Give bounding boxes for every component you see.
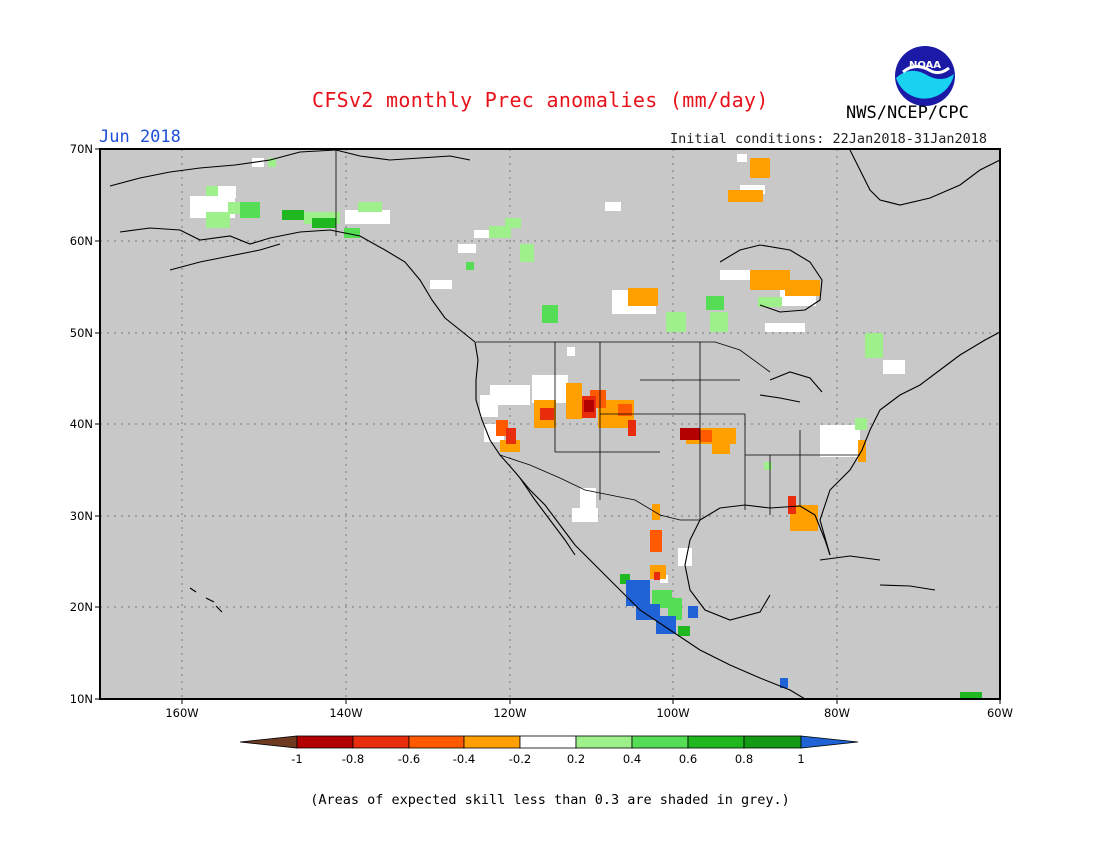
- colorbar-swatch-2: [352, 735, 410, 749]
- colorbar-swatch-7: [631, 735, 689, 749]
- map-gridlines: [100, 149, 1000, 699]
- lon-label-100w: 100W: [656, 706, 689, 720]
- colorbar-swatch-9: [743, 735, 802, 749]
- colorbar-tick-6: 0.4: [623, 752, 641, 766]
- colorbar-tick-5: 0.2: [567, 752, 585, 766]
- colorbar-tick-3: -0.4: [453, 752, 475, 766]
- agency-label: NWS/NCEP/CPC: [846, 103, 969, 123]
- initial-conditions: Initial conditions: 22Jan2018-31Jan2018: [670, 131, 987, 147]
- forecast-period: Jun 2018: [99, 127, 181, 147]
- lon-label-60w: 60W: [987, 706, 1013, 720]
- colorbar-tick-0: -1: [291, 752, 302, 766]
- colorbar-tick-7: 0.6: [679, 752, 697, 766]
- noaa-logo: NOAA: [895, 46, 955, 106]
- lat-label-70n: 70N: [70, 142, 93, 156]
- skill-footnote: (Areas of expected skill less than 0.3 a…: [310, 792, 790, 808]
- colorbar-swatch-4: [463, 735, 521, 749]
- lat-label-20n: 20N: [70, 600, 93, 614]
- lat-label-60n: 60N: [70, 234, 93, 248]
- lon-label-140w: 140W: [329, 706, 362, 720]
- colorbar-tick-4: -0.2: [509, 752, 531, 766]
- lon-label-80w: 80W: [824, 706, 850, 720]
- lat-label-40n: 40N: [70, 417, 93, 431]
- lon-label-120w: 120W: [493, 706, 526, 720]
- colorbar-swatch-3: [408, 735, 465, 749]
- colorbar-swatch-8: [687, 735, 745, 749]
- colorbar-tick-8: 0.8: [735, 752, 753, 766]
- noaa-logo-text: NOAA: [909, 60, 941, 71]
- political-borders: [335, 150, 860, 521]
- colorbar-swatch-0: [239, 735, 298, 749]
- colorbar-tick-2: -0.6: [398, 752, 420, 766]
- colorbar-tick-1: -0.8: [342, 752, 364, 766]
- colorbar-swatch-6: [575, 735, 633, 749]
- map-ticks: [95, 148, 1001, 704]
- lon-label-160w: 160W: [165, 706, 198, 720]
- lat-label-10n: 10N: [70, 692, 93, 706]
- coastlines: [109, 149, 1000, 699]
- colorbar-swatch-1: [296, 735, 354, 749]
- lat-label-50n: 50N: [70, 326, 93, 340]
- map-title: CFSv2 monthly Prec anomalies (mm/day): [312, 88, 769, 112]
- colorbar-swatch-5: [519, 735, 577, 749]
- colorbar-swatch-10: [800, 735, 859, 749]
- lat-label-30n: 30N: [70, 509, 93, 523]
- anomaly-cells: [190, 154, 982, 698]
- colorbar-tick-9: 1: [797, 752, 804, 766]
- colorbar: [239, 735, 859, 749]
